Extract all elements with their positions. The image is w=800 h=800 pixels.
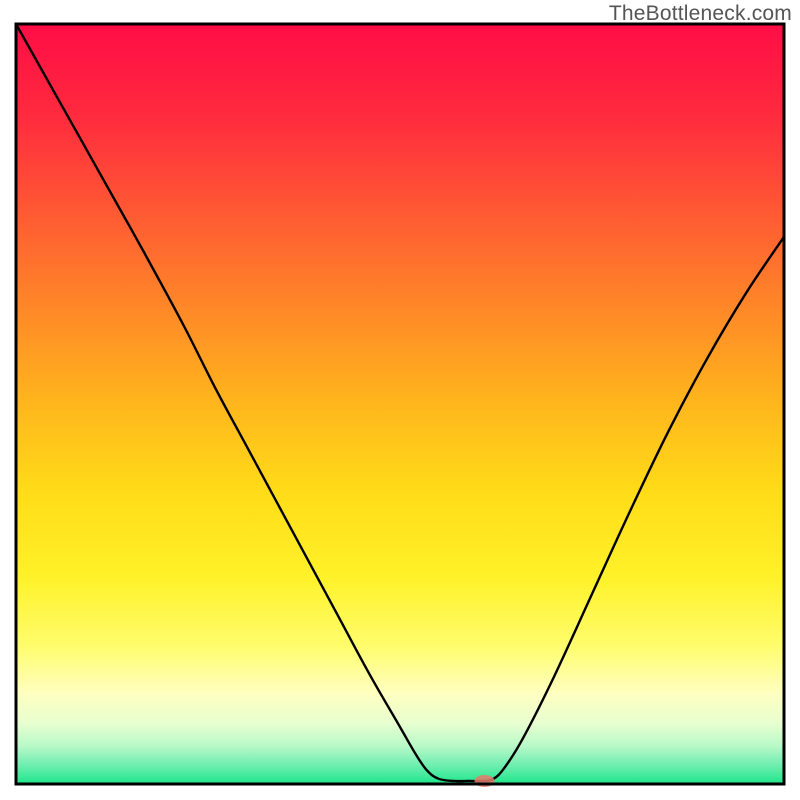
chart-container: TheBottleneck.com [0, 0, 800, 800]
bottleneck-curve-chart [0, 0, 800, 800]
watermark-label: TheBottleneck.com [609, 2, 792, 26]
plot-background [16, 24, 784, 784]
